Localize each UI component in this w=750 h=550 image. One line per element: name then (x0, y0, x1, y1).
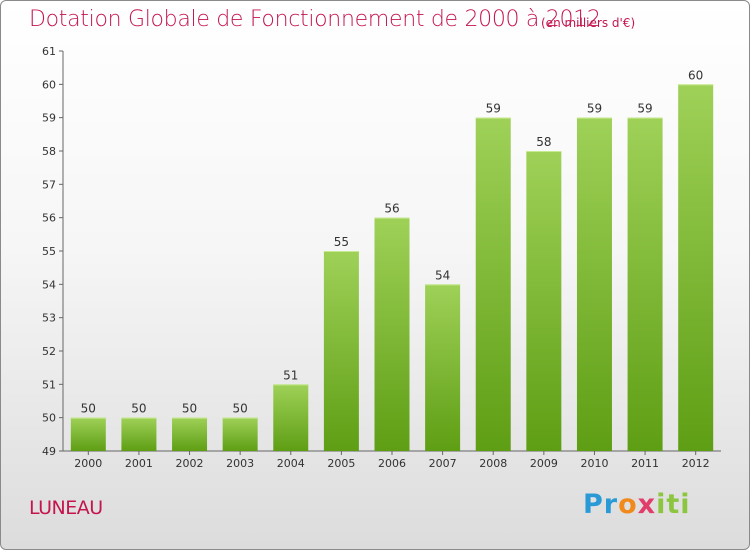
bar-2003 (222, 417, 258, 451)
logo-part-1: Pr (583, 489, 619, 520)
value-label-2000: 50 (81, 402, 96, 416)
bar-2007 (425, 284, 461, 451)
value-label-2001: 50 (131, 402, 146, 416)
x-tick-label-2012: 2012 (682, 457, 710, 470)
value-label-2004: 51 (283, 368, 298, 382)
value-label-2011: 59 (637, 102, 652, 116)
value-label-2002: 50 (182, 402, 197, 416)
y-tick-label: 54 (42, 278, 56, 291)
value-label-2012: 60 (688, 68, 703, 82)
bar-2001 (121, 417, 157, 451)
logo-part-2: o (618, 489, 638, 520)
bar-2012 (678, 84, 714, 451)
commune-name: LUNEAU (29, 497, 103, 519)
y-tick-label: 59 (42, 112, 56, 125)
y-tick-label: 50 (42, 412, 56, 425)
x-tick-label-2002: 2002 (176, 457, 204, 470)
value-label-2007: 54 (435, 268, 450, 282)
bar-2002 (172, 417, 208, 451)
proxiti-logo[interactable]: Proxiti (583, 489, 691, 520)
logo-part-4: iti (656, 489, 691, 520)
value-label-2009: 58 (536, 135, 551, 149)
x-tick-label-2004: 2004 (277, 457, 305, 470)
bar-2010 (576, 117, 612, 452)
y-tick-label: 55 (42, 245, 56, 258)
chart-bars (70, 84, 714, 452)
bar-2005 (323, 251, 359, 451)
bar-2009 (526, 151, 562, 451)
x-tick-label-2005: 2005 (327, 457, 355, 470)
bar-2006 (374, 217, 410, 451)
y-tick-label: 52 (42, 345, 56, 358)
chart-axes: 49 50 51 52 53 54 55 56 57 58 59 60 61 (42, 45, 721, 458)
chart-title: Dotation Globale de Fonctionnement de 20… (29, 7, 601, 32)
x-tick-label-2010: 2010 (580, 457, 608, 470)
bar-2011 (627, 117, 663, 452)
y-tick-label: 57 (42, 178, 56, 191)
chart-subtitle: (en milliers d'€) (541, 16, 636, 30)
value-label-2010: 59 (587, 102, 602, 116)
x-tick-label-2003: 2003 (226, 457, 254, 470)
y-tick-label: 56 (42, 212, 56, 225)
y-tick-label: 58 (42, 145, 56, 158)
bar-2008 (475, 117, 511, 452)
x-tick-label-2000: 2000 (74, 457, 102, 470)
y-tick-label: 60 (42, 78, 56, 91)
bar-2004 (273, 384, 309, 451)
bar-2000 (70, 417, 106, 451)
x-tick-label-2009: 2009 (530, 457, 558, 470)
logo-part-3: x (637, 489, 657, 520)
x-tick-label-2001: 2001 (125, 457, 153, 470)
value-label-2005: 55 (334, 235, 349, 249)
x-tick-label-2007: 2007 (429, 457, 457, 470)
chart-labels: 50 2000 50 2001 50 2002 50 2003 51 2004 55 2005 56 20… (74, 68, 709, 470)
x-tick-label-2006: 2006 (378, 457, 406, 470)
x-tick-label-2008: 2008 (479, 457, 507, 470)
y-tick-label: 51 (42, 378, 56, 391)
value-label-2008: 59 (486, 102, 501, 116)
value-label-2003: 50 (233, 402, 248, 416)
y-tick-label: 49 (42, 445, 56, 458)
y-tick-label: 53 (42, 312, 56, 325)
value-label-2006: 56 (384, 202, 399, 216)
y-tick-label: 61 (42, 45, 56, 58)
x-tick-label-2011: 2011 (631, 457, 659, 470)
